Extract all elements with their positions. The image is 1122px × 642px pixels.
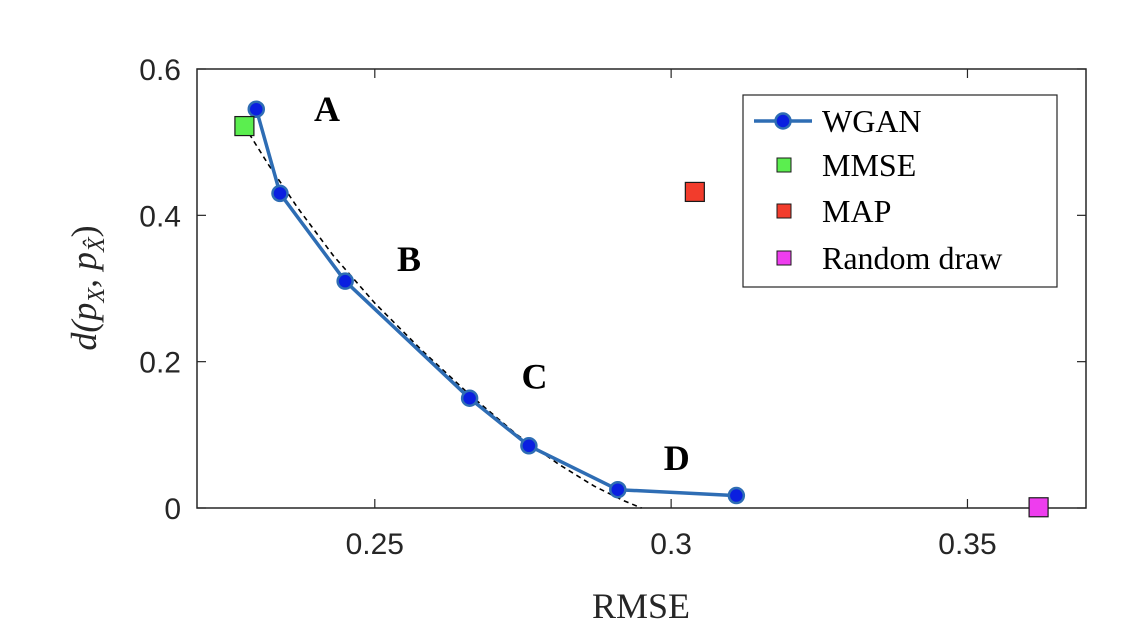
wgan-point	[271, 184, 289, 203]
legend: WGAN MMSE MAP Random draw	[742, 94, 1058, 288]
y-tick-label: 0.6	[139, 54, 181, 87]
legend-wgan-label: WGAN	[822, 103, 922, 139]
series-layer	[234, 100, 1049, 518]
dashed-curve-layer	[243, 125, 642, 509]
point-label-d: D	[664, 438, 690, 478]
point-label-c: C	[521, 356, 547, 396]
legend-mmse-label: MMSE	[822, 147, 916, 183]
legend-map-label: MAP	[822, 193, 891, 229]
legend-map-marker	[776, 203, 792, 219]
x-tick-label: 0.35	[938, 528, 996, 561]
random-draw-point	[1028, 497, 1049, 518]
legend-wgan-marker	[774, 112, 792, 130]
x-axis-title: RMSE	[592, 586, 690, 626]
y-axis-title: d(pX, pX̂)	[64, 225, 110, 350]
wgan-point	[460, 389, 479, 407]
mmse-point	[234, 115, 255, 137]
wgan-point	[609, 480, 627, 499]
wgan-point	[727, 486, 746, 505]
x-tick-label: 0.25	[346, 528, 404, 561]
y-tick-label: 0	[164, 493, 181, 526]
legend-random-draw-marker	[776, 250, 792, 266]
legend-random-draw-label: Random draw	[822, 240, 1002, 276]
point-label-b: B	[397, 239, 421, 279]
wgan-point	[247, 100, 266, 118]
x-tick-label: 0.3	[650, 528, 692, 561]
y-tick-label: 0.2	[139, 347, 181, 380]
y-tick-label: 0.4	[139, 200, 181, 233]
axis-ticks: 0.25 0.3 0.35 0 0.2 0.4 0.6	[139, 54, 1086, 561]
point-label-a: A	[314, 89, 340, 129]
legend-mmse-marker	[776, 157, 792, 173]
wgan-point	[520, 437, 538, 455]
map-point	[684, 181, 705, 203]
dashed-curve	[243, 125, 642, 509]
wgan-point	[336, 272, 354, 290]
legend-box	[742, 94, 1058, 288]
annotation-layer: A B C D	[314, 89, 690, 478]
